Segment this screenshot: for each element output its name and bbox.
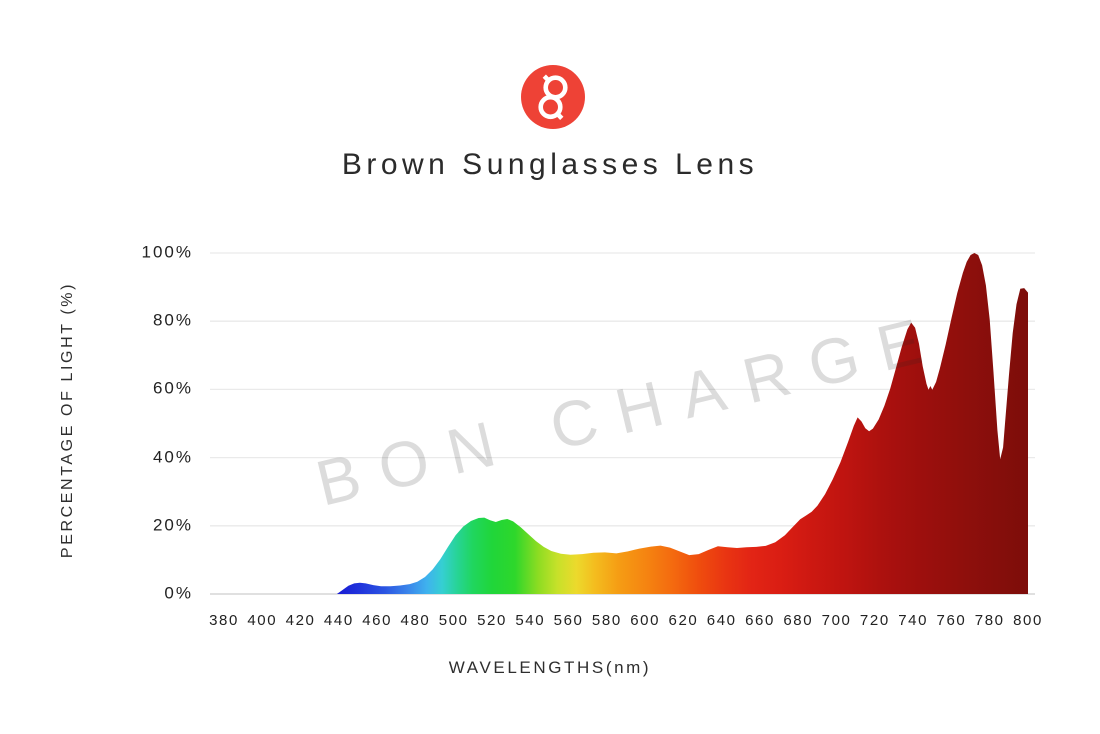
x-tick-label: 660 [745,612,775,629]
x-tick-label: 560 [553,612,584,629]
transmission-area [336,253,1028,594]
x-tick-label: 540 [515,612,546,629]
x-tick-label: 380 [209,612,239,629]
x-tick-label: 440 [323,612,354,629]
x-tick-label: 680 [783,612,814,629]
x-tick-label: 800 [1013,612,1043,629]
x-tick-label: 580 [591,612,622,629]
x-tick-label: 700 [821,612,852,629]
x-tick-label: 420 [285,612,316,629]
y-tick-label: 0% [164,583,193,603]
x-tick-label: 640 [706,612,737,629]
x-tick-label: 720 [859,612,890,629]
x-tick-label: 500 [438,612,469,629]
x-tick-label: 740 [898,612,929,629]
y-tick-label: 20% [152,515,193,535]
y-tick-label: 60% [152,378,193,398]
x-tick-label: 460 [362,612,393,629]
x-tick-label: 520 [477,612,507,629]
page-title: Brown Sunglasses Lens [341,148,759,181]
y-axis-title: PERCENTAGE OF LIGHT (%) [59,281,76,559]
x-tick-label: 760 [936,612,967,629]
bon-charge-figure8-icon [521,65,585,129]
x-tick-label: 480 [400,612,431,629]
x-axis-title: WAVELENGTHS(nm) [448,658,652,677]
bon-charge-logo [521,65,585,129]
x-tick-label: 600 [630,612,661,629]
x-tick-label: 780 [974,612,1005,629]
y-tick-label: 100% [141,242,193,262]
x-tick-label: 620 [668,612,699,629]
x-tick-label: 400 [247,612,278,629]
y-tick-label: 80% [152,310,193,330]
y-tick-label: 40% [152,447,193,467]
